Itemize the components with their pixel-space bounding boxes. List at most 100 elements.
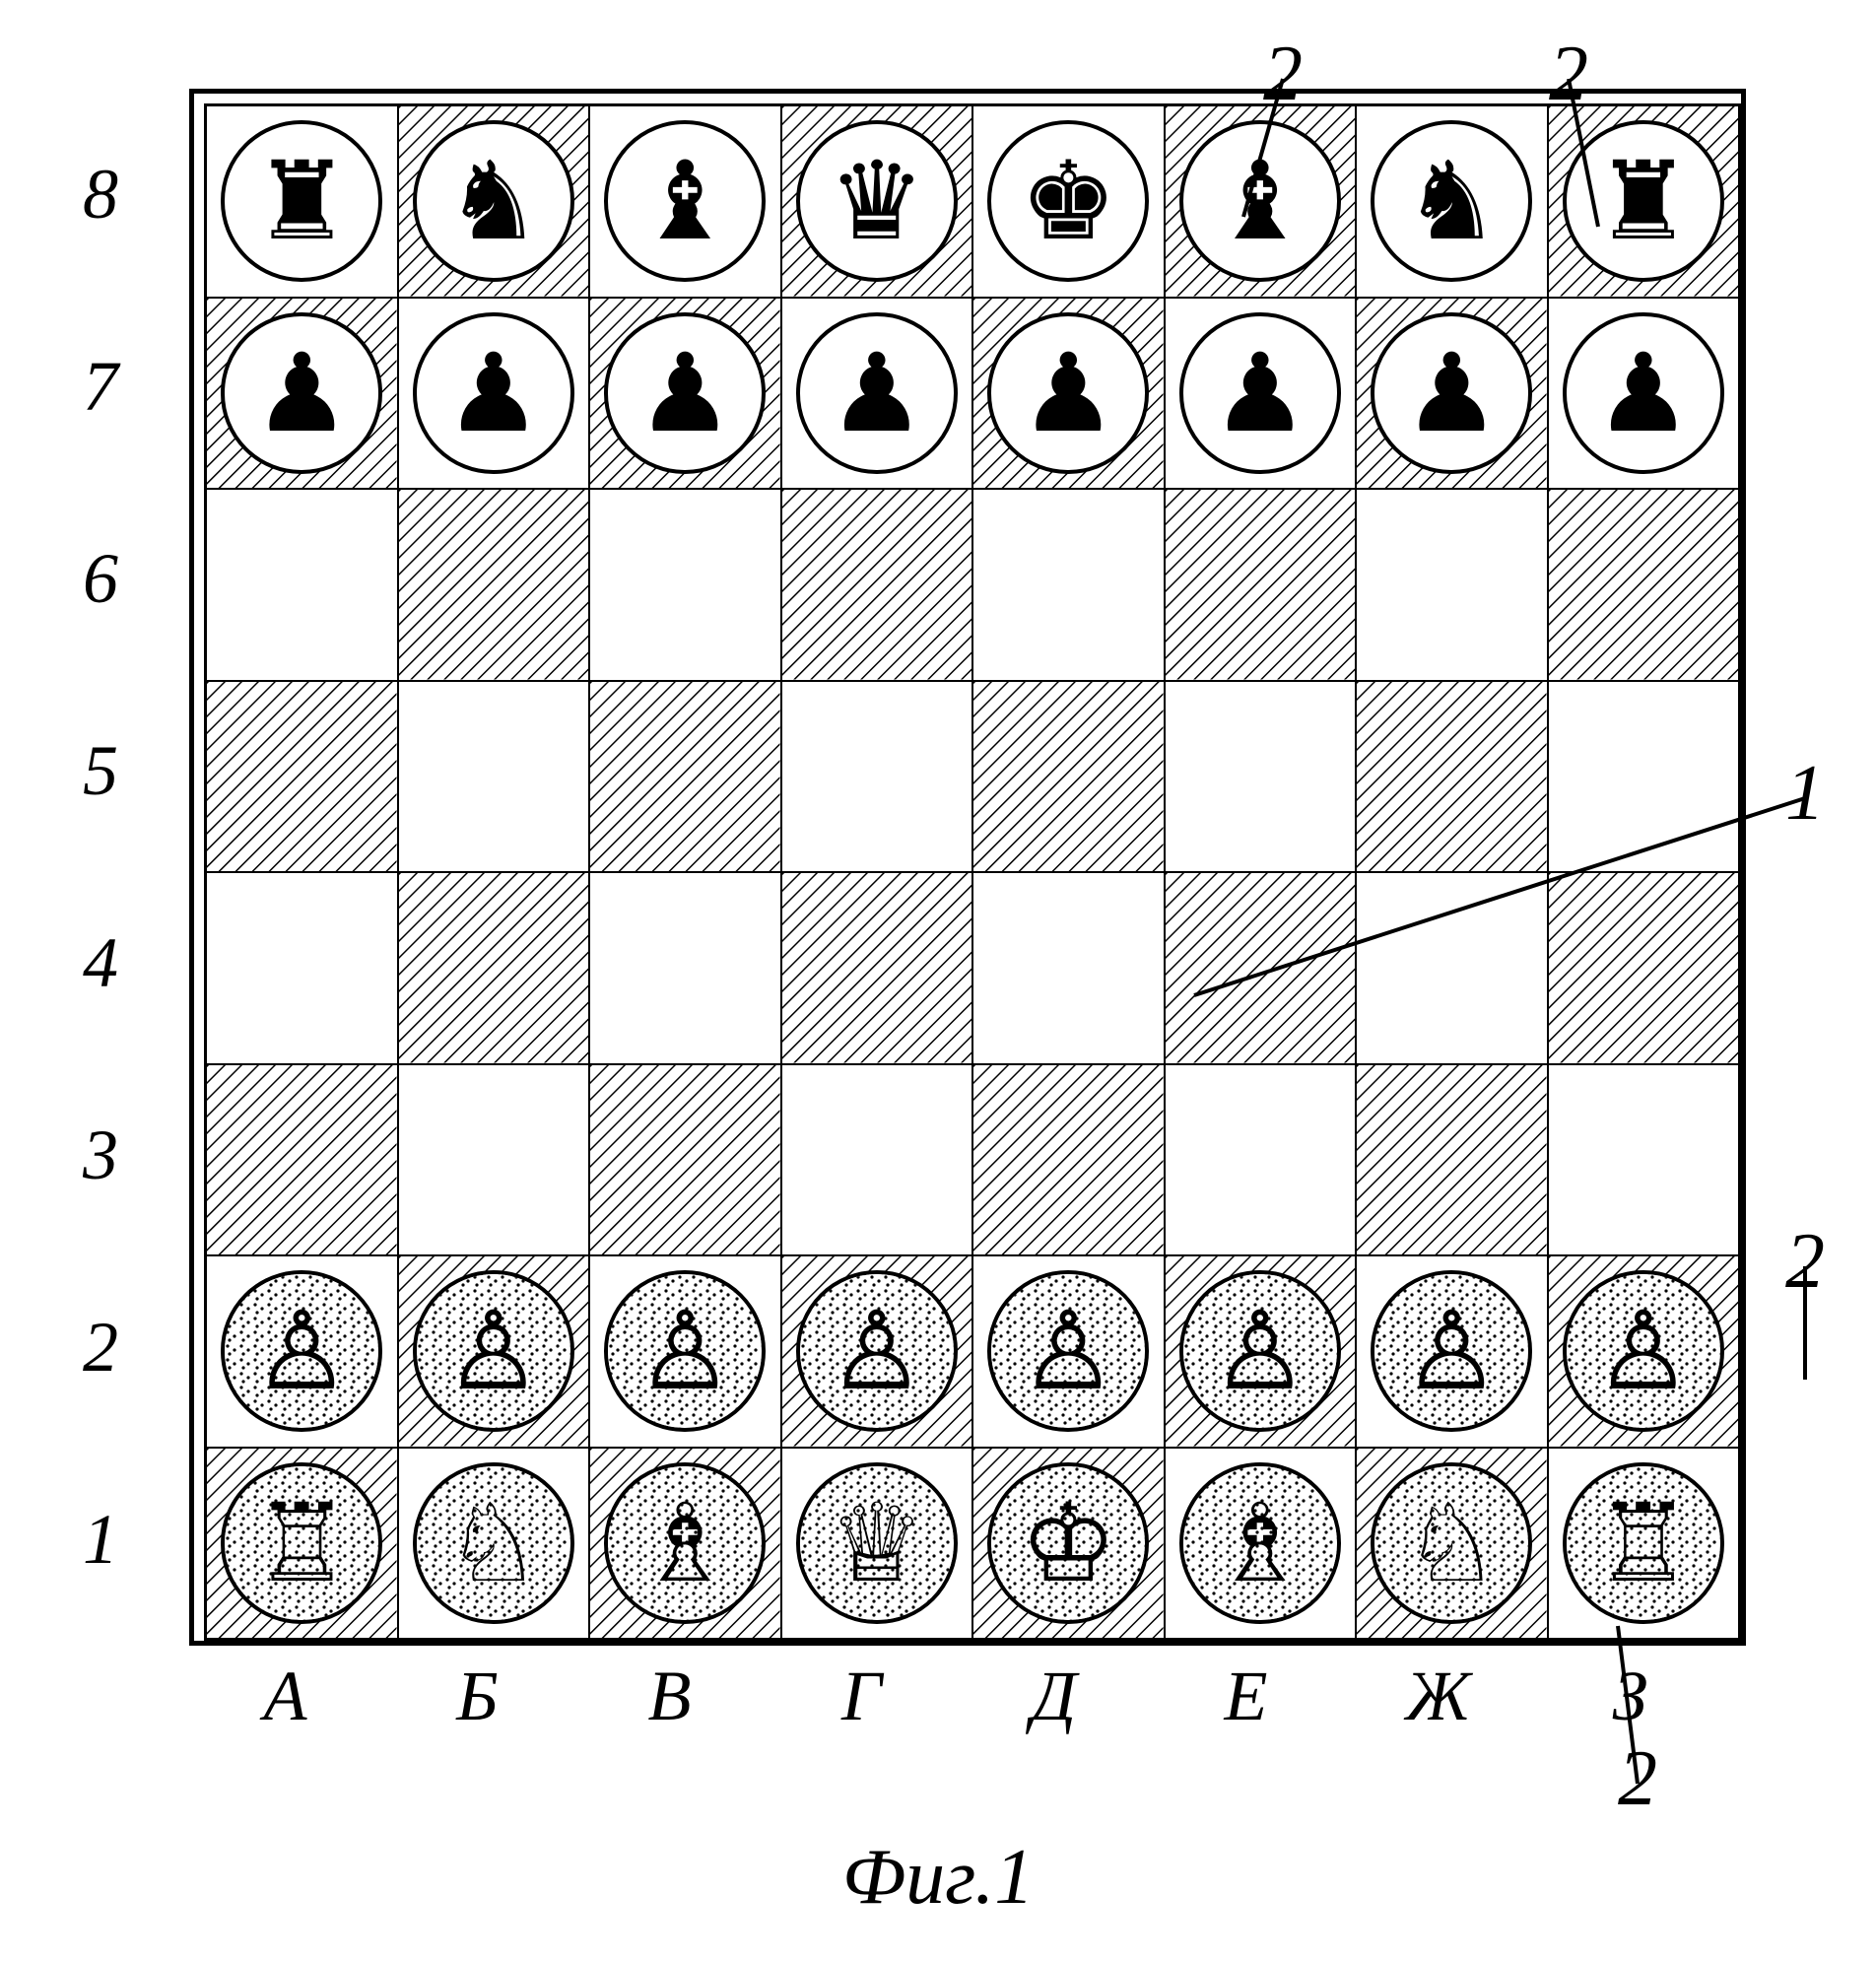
piece-disc: ♙	[796, 1270, 958, 1432]
board-square	[589, 872, 781, 1064]
piece-disc: ♞	[413, 120, 574, 282]
col-label: Е	[1150, 1656, 1342, 1737]
piece-bP: ♟	[828, 339, 925, 447]
piece-bP: ♟	[1020, 339, 1117, 447]
col-label: В	[573, 1656, 766, 1737]
board-square	[1356, 872, 1548, 1064]
board-square	[398, 1064, 590, 1256]
piece-wP: ♙	[1211, 1297, 1308, 1405]
piece-bB: ♝	[636, 147, 734, 255]
row-label: 4	[41, 867, 160, 1059]
board-square	[1165, 489, 1357, 681]
piece-disc: ♟	[413, 312, 574, 474]
col-label: Д	[958, 1656, 1150, 1737]
piece-disc: ♟	[987, 312, 1149, 474]
board-square: ♙	[972, 1255, 1165, 1448]
piece-bP: ♟	[253, 339, 351, 447]
figure-caption: Фиг.1	[41, 1833, 1835, 1923]
board-square: ♕	[781, 1448, 973, 1640]
piece-wK: ♔	[1020, 1489, 1117, 1597]
board-square	[1165, 1064, 1357, 1256]
board-square	[206, 489, 398, 681]
callout-label: 2	[1263, 30, 1303, 119]
board-square: ♟	[206, 298, 398, 490]
board-square: ♘	[1356, 1448, 1548, 1640]
board-square	[972, 489, 1165, 681]
callout-label: 1	[1785, 749, 1825, 839]
board-square: ♟	[1165, 298, 1357, 490]
board-square	[781, 681, 973, 873]
col-label: А	[189, 1656, 381, 1737]
piece-wP: ♙	[253, 1297, 351, 1405]
board-square: ♝	[589, 105, 781, 298]
row-label: 2	[41, 1252, 160, 1444]
piece-wP: ♙	[1594, 1297, 1692, 1405]
piece-disc: ♙	[1563, 1270, 1724, 1432]
board-square	[589, 681, 781, 873]
piece-wB: ♗	[1211, 1489, 1308, 1597]
piece-disc: ♙	[413, 1270, 574, 1432]
piece-disc: ♗	[604, 1462, 766, 1624]
board-square: ♙	[1356, 1255, 1548, 1448]
piece-disc: ♔	[987, 1462, 1149, 1624]
board-square	[1548, 489, 1740, 681]
board-square: ♟	[781, 298, 973, 490]
board-square	[1548, 681, 1740, 873]
piece-bN: ♞	[444, 147, 542, 255]
piece-disc: ♙	[604, 1270, 766, 1432]
board-square: ♟	[1548, 298, 1740, 490]
board-square: ♙	[781, 1255, 973, 1448]
board-square	[781, 1064, 973, 1256]
piece-disc: ♙	[221, 1270, 382, 1432]
board-square: ♞	[398, 105, 590, 298]
board-square	[1165, 681, 1357, 873]
piece-bR: ♜	[253, 147, 351, 255]
board-area: 87654321 ♜♞♝♛♚♝♞♜♟♟♟♟♟♟♟♟♙♙♙♙♙♙♙♙♖♘♗♕♔♗♘…	[41, 39, 1835, 1734]
row-label: 8	[41, 99, 160, 291]
piece-disc: ♚	[987, 120, 1149, 282]
board-square: ♚	[972, 105, 1165, 298]
piece-disc: ♘	[1371, 1462, 1532, 1624]
board-square: ♙	[398, 1255, 590, 1448]
callout-label: 2	[1785, 1217, 1825, 1307]
piece-disc: ♜	[221, 120, 382, 282]
piece-disc: ♟	[221, 312, 382, 474]
piece-bP: ♟	[636, 339, 734, 447]
row-labels: 87654321	[41, 99, 160, 1636]
piece-bN: ♞	[1403, 147, 1501, 255]
board-square	[398, 489, 590, 681]
callout-label: 2	[1618, 1734, 1657, 1824]
board-square	[206, 1064, 398, 1256]
board-square: ♞	[1356, 105, 1548, 298]
board-square	[1356, 1064, 1548, 1256]
piece-wR: ♖	[253, 1489, 351, 1597]
piece-disc: ♙	[1371, 1270, 1532, 1432]
piece-disc: ♟	[796, 312, 958, 474]
piece-bP: ♟	[444, 339, 542, 447]
piece-bR: ♜	[1594, 147, 1692, 255]
piece-disc: ♞	[1371, 120, 1532, 282]
board-square: ♗	[589, 1448, 781, 1640]
board-square: ♜	[206, 105, 398, 298]
piece-bP: ♟	[1594, 339, 1692, 447]
piece-wP: ♙	[636, 1297, 734, 1405]
board-square: ♖	[1548, 1448, 1740, 1640]
piece-disc: ♟	[604, 312, 766, 474]
board-square	[1165, 872, 1357, 1064]
row-label: 3	[41, 1059, 160, 1252]
callout-label: 2	[1549, 30, 1588, 119]
board-square	[206, 872, 398, 1064]
board-square: ♗	[1165, 1448, 1357, 1640]
piece-disc: ♙	[1179, 1270, 1341, 1432]
col-labels: АБВГДЕЖЗ	[189, 1656, 1726, 1737]
piece-wP: ♙	[1403, 1297, 1501, 1405]
piece-disc: ♝	[1179, 120, 1341, 282]
board-square	[398, 872, 590, 1064]
board-square: ♙	[1548, 1255, 1740, 1448]
piece-wN: ♘	[444, 1489, 542, 1597]
piece-wP: ♙	[828, 1297, 925, 1405]
piece-bB: ♝	[1211, 147, 1308, 255]
board-square	[398, 681, 590, 873]
piece-disc: ♕	[796, 1462, 958, 1624]
piece-bP: ♟	[1211, 339, 1308, 447]
